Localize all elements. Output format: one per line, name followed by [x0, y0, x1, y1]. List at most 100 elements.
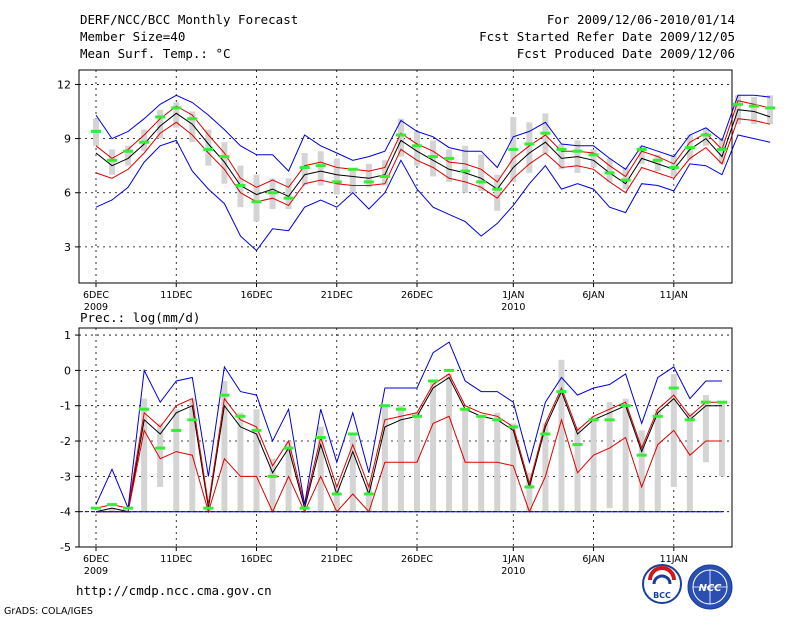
bcc-logo-text: BCC: [653, 591, 671, 600]
prec-member-bar: [317, 426, 324, 512]
temp-member-bar: [189, 111, 196, 143]
temp-ensemble-marker: [636, 147, 647, 151]
prec-ensemble-marker: [187, 418, 198, 422]
prec-member-bar: [462, 409, 469, 512]
prec-ensemble-marker: [540, 432, 551, 436]
prec-ensemble-marker: [299, 506, 310, 510]
temp-ensemble-marker: [668, 165, 679, 169]
temp-ensemble-marker: [331, 180, 342, 184]
prec-ensemble-marker: [620, 404, 631, 408]
prec-member-bar: [654, 409, 661, 512]
temp-member-bar: [430, 140, 437, 177]
prec-ensemble-marker: [363, 492, 374, 496]
prec-xtick-year: 2010: [501, 566, 525, 577]
temp-ensemble-marker: [524, 142, 535, 146]
temp-member-bar: [109, 149, 116, 175]
prec-member-bar: [269, 458, 276, 512]
temp-xtick-year: 2009: [84, 302, 108, 313]
header-forecast-period: For 2009/12/06-2010/01/14: [547, 12, 735, 27]
temp-ensemble-marker: [379, 175, 390, 178]
prec-ytick-label: -5: [60, 541, 71, 554]
prec-member-bar: [109, 508, 116, 512]
prec-member-bar: [253, 409, 260, 512]
prec-xtick-label: 26DEC: [401, 554, 433, 565]
header-variable-title: Mean Surf. Temp.: °C: [80, 46, 231, 61]
temp-series-lower_outer: [95, 134, 771, 252]
temp-ensemble-marker: [588, 153, 599, 157]
temp-ensemble-marker: [716, 147, 727, 151]
prec-ytick-label: -2: [60, 435, 71, 448]
temp-ensemble-marker: [765, 106, 776, 110]
footer-grads-credit: GrADS: COLA/IGES: [4, 606, 93, 617]
temp-member-bar: [414, 131, 420, 166]
prec-member-bar: [381, 405, 388, 512]
prec-ensemble-marker: [283, 446, 294, 450]
prec-member-bar: [93, 511, 99, 513]
prec-ensemble-marker: [572, 443, 583, 447]
temp-ensemble-marker: [171, 106, 182, 110]
temp-ensemble-marker: [733, 102, 743, 106]
temp-ensemble-marker: [428, 155, 439, 159]
prec-ytick-label: -4: [60, 506, 71, 519]
temp-member-bar: [317, 151, 324, 186]
temp-member-bar: [622, 167, 629, 190]
prec-member-bar: [526, 472, 533, 512]
ncc-logo-text: NCC: [698, 583, 722, 594]
temp-ensemble-marker: [572, 149, 583, 153]
temp-member-bar: [558, 144, 565, 170]
temp-member-bar: [751, 97, 758, 125]
temp-member-bar: [333, 158, 340, 195]
temp-ensemble-marker: [347, 167, 358, 171]
temp-ensemble-marker: [444, 156, 455, 160]
temp-member-bar: [478, 154, 485, 191]
temp-xtick-label: 1JAN: [502, 290, 524, 301]
prec-ensemble-marker: [524, 485, 535, 489]
temp-member-bar: [205, 129, 212, 166]
temp-ensemble-marker: [652, 158, 663, 162]
prec-member-bar: [446, 373, 453, 512]
temp-member-bar: [718, 138, 725, 164]
temp-xtick-label: 21DEC: [321, 290, 353, 301]
header-produced-date: Fcst Produced Date 2009/12/06: [517, 46, 735, 61]
prec-ensemble-marker: [636, 453, 647, 457]
footer-url: http://cmdp.ncc.cma.gov.cn: [76, 583, 272, 598]
prec-ensemble-marker: [556, 390, 567, 394]
temp-ensemble-marker: [91, 129, 101, 133]
temp-ensemble-marker: [251, 200, 262, 204]
prec-member-bar: [333, 483, 340, 512]
header-model-title: DERF/NCC/BCC Monthly Forecast: [80, 12, 298, 27]
temp-member-bar: [349, 169, 356, 193]
prec-ensemble-marker: [235, 414, 246, 418]
prec-xtick-label: 21DEC: [321, 554, 353, 565]
prec-ensemble-marker: [155, 446, 166, 450]
prec-ensemble-marker: [251, 428, 262, 432]
prec-member-bar: [173, 409, 180, 512]
prec-member-bar: [638, 430, 645, 512]
temp-ensemble-marker: [315, 164, 326, 168]
temp-ensemble-marker: [219, 155, 230, 159]
prec-plot-frame: [78, 327, 733, 548]
temp-member-bar: [253, 174, 260, 222]
header-started-date: Fcst Started Refer Date 2009/12/05: [479, 29, 735, 44]
temp-ytick-label: 6: [64, 187, 71, 200]
prec-member-bar: [718, 402, 725, 477]
temp-member-bar: [173, 102, 180, 128]
temp-ensemble-marker: [299, 165, 310, 169]
temp-member-bar: [125, 145, 132, 166]
temp-xtick-label: 26DEC: [401, 290, 433, 301]
temp-ensemble-marker: [508, 147, 519, 151]
temp-ensemble-marker: [556, 147, 567, 151]
prec-ensemble-marker: [107, 503, 118, 507]
temp-ensemble-marker: [123, 149, 134, 153]
prec-ensemble-marker: [139, 407, 150, 411]
prec-xtick-label: 6JAN: [582, 554, 604, 565]
temp-ensemble-marker: [620, 178, 631, 182]
prec-member-bar: [237, 412, 244, 512]
prec-xtick-label: 6DEC: [83, 554, 109, 565]
temp-series-upper_inner: [95, 100, 771, 188]
temp-ensemble-marker: [460, 169, 471, 173]
prec-ensemble-marker: [492, 418, 503, 422]
prec-member-bar: [542, 423, 549, 512]
prec-ensemble-marker: [476, 414, 487, 418]
